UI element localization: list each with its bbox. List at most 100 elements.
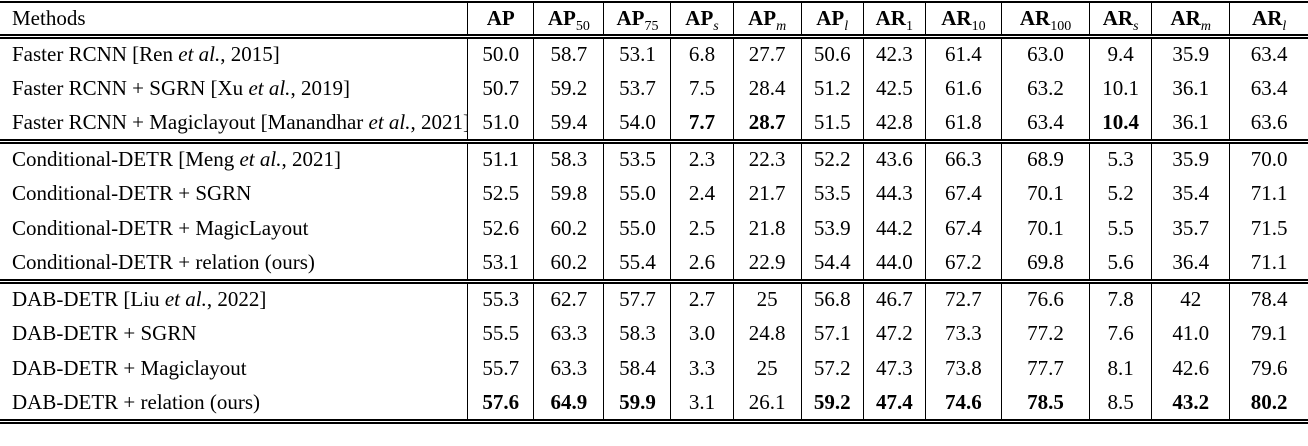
value-cell: 21.8	[732, 211, 802, 246]
column-header-label: AR	[1252, 5, 1283, 30]
method-text: Conditional-DETR + relation (ours)	[12, 249, 315, 274]
value-cell: 6.8	[670, 36, 734, 71]
value-cell: 66.3	[924, 141, 1002, 176]
method-text: Faster RCNN + SGRN [Xu	[12, 76, 249, 100]
column-header-subscript: 1	[905, 18, 913, 34]
value-cell: 50.7	[467, 71, 534, 106]
column-header-subscript: 75	[644, 18, 659, 34]
column-header-ar1: AR1	[862, 1, 926, 39]
method-cell: Conditional-DETR + relation (ours)	[0, 246, 468, 284]
value-cell: 7.8	[1089, 281, 1152, 316]
value-cell: 63.4	[1229, 36, 1308, 71]
method-text: DAB-DETR + Magiclayout	[12, 356, 247, 380]
value-cell: 61.8	[924, 106, 1002, 144]
value-cell: 2.7	[670, 281, 734, 316]
value-cell: 35.9	[1151, 141, 1230, 176]
value-cell: 63.6	[1229, 106, 1308, 144]
column-header-apm: APm	[732, 1, 802, 39]
method-text: , 2015]	[220, 42, 280, 67]
value-cell: 35.4	[1151, 176, 1230, 211]
table-row: Faster RCNN + Magiclayout [Manandhar et …	[0, 106, 1308, 144]
value-cell: 24.8	[732, 316, 802, 351]
column-header-ar10: AR10	[924, 1, 1002, 39]
value-cell: 50.0	[467, 36, 534, 71]
value-cell: 74.6	[924, 386, 1002, 424]
method-cell: Conditional-DETR [Meng et al., 2021]	[0, 141, 468, 176]
value-cell: 78.5	[1000, 386, 1090, 424]
column-header-aps: APs	[670, 1, 734, 39]
value-cell: 36.1	[1151, 71, 1230, 106]
value-cell: 35.7	[1151, 211, 1230, 246]
method-cell: DAB-DETR + Magiclayout	[0, 351, 468, 386]
column-header-label: AR	[1170, 5, 1201, 30]
table-row: Faster RCNN + SGRN [Xu et al., 2019] 50.7…	[0, 71, 1308, 106]
value-cell: 21.7	[732, 176, 802, 211]
value-cell: 77.2	[1000, 316, 1090, 351]
value-cell: 44.0	[862, 246, 926, 284]
table-body: Faster RCNN [Ren et al., 2015] 50.0 58.7 53…	[0, 36, 1308, 424]
value-cell: 59.9	[603, 386, 671, 424]
column-header-subscript: 50	[575, 18, 590, 34]
column-header-ap75: AP75	[603, 1, 671, 39]
value-cell: 69.8	[1000, 246, 1090, 284]
value-cell: 68.9	[1000, 141, 1090, 176]
value-cell: 55.0	[603, 211, 671, 246]
method-cell: DAB-DETR + SGRN	[0, 316, 468, 351]
value-cell: 44.2	[862, 211, 926, 246]
value-cell: 10.4	[1089, 106, 1152, 144]
value-cell: 54.0	[603, 106, 671, 144]
value-cell: 62.7	[533, 281, 604, 316]
value-cell: 3.3	[670, 351, 734, 386]
value-cell: 36.1	[1151, 106, 1230, 144]
value-cell: 2.3	[670, 141, 734, 176]
value-cell: 63.3	[533, 316, 604, 351]
table-row: Conditional-DETR + relation (ours) 53.1 60…	[0, 246, 1308, 284]
value-cell: 47.4	[862, 386, 926, 424]
column-header-label: AP	[486, 5, 515, 30]
value-cell: 70.1	[1000, 176, 1090, 211]
value-cell: 50.6	[800, 36, 864, 71]
column-header-label: AR	[1019, 5, 1051, 30]
value-cell: 77.7	[1000, 351, 1090, 386]
value-cell: 72.7	[924, 281, 1002, 316]
method-cell: DAB-DETR [Liu et al., 2022]	[0, 281, 468, 316]
value-cell: 41.0	[1151, 316, 1230, 351]
value-cell: 64.9	[533, 386, 604, 424]
value-cell: 35.9	[1151, 36, 1230, 71]
table-row: Faster RCNN [Ren et al., 2015] 50.0 58.7 53…	[0, 36, 1308, 71]
value-cell: 59.2	[800, 386, 864, 424]
value-cell: 47.3	[862, 351, 926, 386]
value-cell: 67.4	[924, 211, 1002, 246]
value-cell: 5.6	[1089, 246, 1152, 284]
value-cell: 63.0	[1000, 36, 1090, 71]
value-cell: 71.1	[1229, 176, 1308, 211]
column-header-ap50: AP50	[533, 1, 604, 39]
value-cell: 54.4	[800, 246, 864, 284]
value-cell: 80.2	[1229, 386, 1308, 424]
value-cell: 42.8	[862, 106, 926, 144]
column-header-subscript: 10	[971, 18, 986, 34]
value-cell: 71.1	[1229, 246, 1308, 284]
value-cell: 57.7	[603, 281, 671, 316]
value-cell: 46.7	[862, 281, 926, 316]
value-cell: 8.5	[1089, 386, 1152, 424]
value-cell: 53.1	[603, 36, 671, 71]
method-citation-etal: et al.	[248, 76, 291, 100]
value-cell: 53.5	[603, 141, 671, 176]
method-citation-etal: et al.	[368, 109, 411, 134]
value-cell: 63.4	[1229, 71, 1308, 106]
method-citation-etal: et al.	[239, 147, 282, 172]
method-text: , 2021]	[410, 109, 468, 134]
value-cell: 44.3	[862, 176, 926, 211]
value-cell: 2.5	[670, 211, 734, 246]
column-header-ap: AP	[467, 1, 534, 39]
column-header-subscript: s	[713, 18, 719, 34]
value-cell: 67.2	[924, 246, 1002, 284]
column-header-label: AR	[875, 5, 906, 30]
method-text: DAB-DETR [Liu	[12, 287, 165, 312]
value-cell: 42.6	[1151, 351, 1230, 386]
value-cell: 5.3	[1089, 141, 1152, 176]
column-header-label: AP	[616, 5, 645, 30]
value-cell: 70.0	[1229, 141, 1308, 176]
value-cell: 7.6	[1089, 316, 1152, 351]
